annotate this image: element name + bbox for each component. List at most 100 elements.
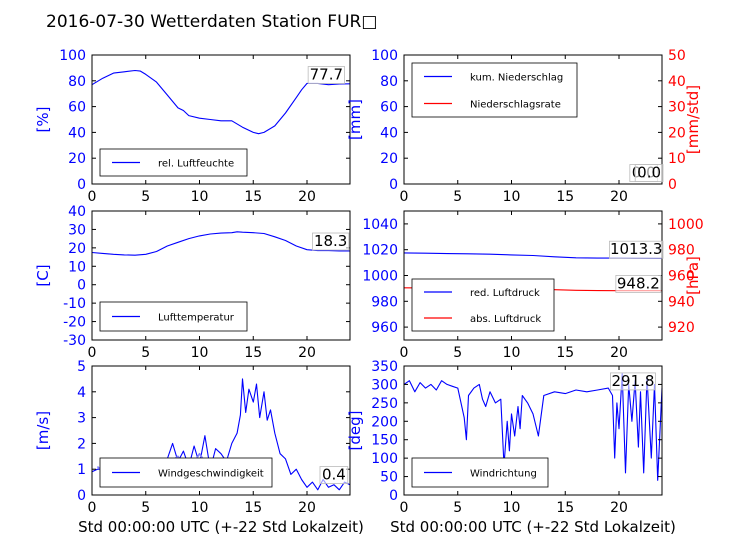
value-annotation-box: [610, 372, 656, 391]
legend: rel. Luftfeuchte: [99, 148, 248, 177]
y-tick-label: -10: [63, 296, 86, 312]
x-tick-label: 10: [191, 189, 209, 205]
series-line-1: [91, 69, 351, 135]
series-line-1: [91, 231, 350, 256]
x-tick-label: 5: [453, 345, 462, 361]
x-tick-label: 5: [453, 500, 462, 516]
y-tick-label: 1: [77, 462, 86, 478]
y-tick-label: 30: [68, 222, 86, 238]
y-tick-label: 20: [380, 151, 398, 167]
y-tick-label: 0: [77, 177, 86, 193]
chart-panel-6: 0 5 10 15 20050100150200250300350[deg]Windri…: [346, 359, 663, 516]
value-annotation: 948.2: [617, 274, 660, 292]
value-annotation: 18.3: [314, 232, 347, 250]
x-tick-label: 0: [400, 500, 409, 516]
value-annotation: 1013.3: [610, 240, 663, 258]
x-tick-label: 10: [191, 345, 209, 361]
chart-panel-5: 0 5 10 15 20 0 1 2 3 4 5 [m/s] Windgeschwindigkeit 0.…: [34, 359, 351, 516]
y-tick-label: 960: [371, 320, 398, 336]
x-axis-label-left: Std 00:00:00 UTC (+-22 Std Lokalzeit): [78, 518, 364, 536]
y-tick-label: 300: [371, 377, 398, 393]
x-tick-label: 10: [191, 500, 209, 516]
y-tick-label: 0: [389, 177, 398, 193]
chart-panel-2: 0 5 10 15 20 0 20 40 60 80 100 0 10 20 30 40 50 [mm] [mm/s…: [346, 48, 702, 205]
x-tick-label: 20: [610, 500, 628, 516]
y-tick-label-right: 30: [668, 100, 686, 116]
x-tick-label: 15: [556, 345, 574, 361]
legend-entry: Windgeschwindigkeit: [158, 469, 264, 480]
x-tick-label: 20: [610, 189, 628, 205]
legend-entry: Windrichtung: [470, 469, 537, 480]
legend-box: [411, 278, 555, 332]
y-tick-label: 0: [77, 278, 86, 294]
y-tick-label: 0: [389, 488, 398, 504]
y-tick-label: 80: [68, 74, 86, 90]
chart-panel-1: 0 5 10 15 20 0 20 40 60 80 100 [%] rel. Luftfeuchte 7…: [34, 48, 351, 205]
y-tick-label-right: 980: [668, 243, 695, 259]
y-axis-label: [m/s]: [34, 411, 52, 450]
chart-panel-4: 0 5 10 15 20 960 980 1000 1020 1040 920 940 960 980 10…: [362, 210, 704, 361]
legend: Windrichtung: [411, 457, 549, 488]
x-tick-label: 20: [298, 189, 316, 205]
y-tick-label-right: 960: [668, 269, 695, 285]
y-tick-label: 1020: [362, 243, 398, 259]
x-tick-label: 20: [298, 345, 316, 361]
value-annotation: 77.7: [310, 66, 343, 84]
plot-frame: [403, 365, 663, 496]
y-tick-label: 100: [371, 48, 398, 64]
x-tick-label: 15: [244, 345, 262, 361]
x-tick-label: 10: [503, 189, 521, 205]
x-tick-label: 15: [556, 189, 574, 205]
y-tick-label: 1000: [362, 269, 398, 285]
value-annotation-box: [609, 240, 664, 259]
y-tick-label-right: 940: [668, 294, 695, 310]
plot-frame: [91, 210, 351, 341]
y-tick-label: 250: [371, 396, 398, 412]
legend: kum. Niederschlag Niederschlagsrate: [411, 62, 578, 118]
value-annotation-box: [634, 164, 664, 182]
y-tick-label: 10: [68, 259, 86, 275]
x-tick-label: 0: [88, 345, 97, 361]
y-tick-label: 100: [59, 48, 86, 64]
y-tick-label: 0: [77, 488, 86, 504]
plot-frame: [91, 54, 351, 185]
legend-entry: Lufttemperatur: [158, 313, 235, 324]
x-axis-label-right: Std 00:00:00 UTC (+-22 Std Lokalzeit): [390, 518, 676, 536]
y-tick-label: 3: [77, 411, 86, 427]
value-annotation: 291.8: [611, 372, 654, 390]
y-tick-label: 100: [371, 451, 398, 467]
legend-entry: rel. Luftfeuchte: [158, 159, 234, 170]
legend: Lufttemperatur: [99, 301, 248, 332]
x-tick-label: 5: [141, 189, 150, 205]
y-tick-label: 200: [371, 414, 398, 430]
legend: Windgeschwindigkeit: [99, 457, 273, 488]
y-tick-label-right: 40: [668, 74, 686, 90]
x-tick-label: 10: [503, 500, 521, 516]
x-tick-label: 5: [141, 500, 150, 516]
y-tick-label-right: 20: [668, 125, 686, 141]
y-tick-label: -20: [63, 315, 86, 331]
x-tick-label: 0: [88, 189, 97, 205]
y-tick-label-right: 0: [668, 177, 677, 193]
x-tick-label: 20: [610, 345, 628, 361]
y-tick-label: 60: [68, 100, 86, 116]
y-tick-label-right: 1000: [668, 217, 704, 233]
y-tick-label: 2: [77, 436, 86, 452]
x-tick-label: 0: [400, 345, 409, 361]
figure-title: 2016-07-30 Wetterdaten Station FUR□: [46, 12, 377, 32]
y-tick-label: 80: [380, 74, 398, 90]
y-tick-label: 50: [380, 470, 398, 486]
x-tick-label: 0: [400, 189, 409, 205]
y-axis-label: [mm]: [346, 99, 364, 140]
y-tick-label: 5: [77, 359, 86, 375]
y-tick-label-right: 920: [668, 320, 695, 336]
y-tick-label: 20: [68, 241, 86, 257]
series-line-1: [403, 372, 663, 481]
y-tick-label: 40: [68, 125, 86, 141]
value-annotation-box: [312, 232, 350, 251]
legend-box: [411, 62, 578, 118]
y-tick-label: 20: [68, 151, 86, 167]
value-annotation: 0.0: [637, 164, 661, 182]
y-tick-label: 350: [371, 359, 398, 375]
